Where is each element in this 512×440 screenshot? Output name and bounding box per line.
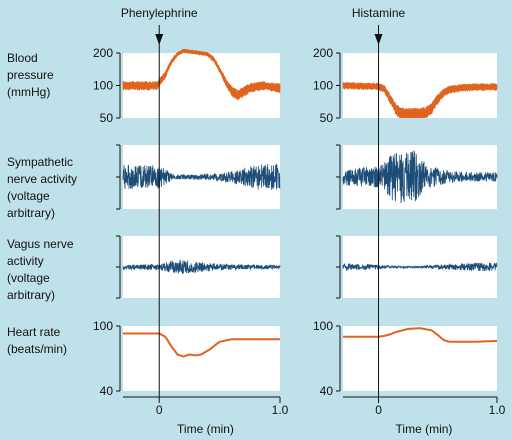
row-label-3-line-1: Vagus nerve (7, 237, 74, 251)
drug-label-histamine: Histamine (352, 6, 406, 20)
sympathetic-trace-histamine (342, 150, 498, 204)
time-tick-label-histamine-1.0: 1.0 (489, 403, 506, 417)
x-axis-label-histamine: Time (min) (396, 422, 453, 436)
row-label-2-line-2: nerve activity (7, 172, 77, 186)
row-label-3-line-3: (voltage (7, 271, 50, 285)
pressure-tick-label-phenylephrine-100: 100 (93, 79, 113, 93)
sympathetic-trace-phenylephrine (122, 164, 281, 190)
time-tick-label-phenylephrine-1.0: 1.0 (272, 403, 289, 417)
injection-arrow-phenylephrine (155, 34, 164, 45)
heart-rate-tick-label-histamine-100: 100 (313, 319, 333, 333)
row-label-4-line-1: Heart rate (7, 325, 61, 339)
time-tick-label-histamine-0: 0 (375, 403, 382, 417)
heart-rate-trace-phenylephrine (123, 332, 280, 358)
heart-rate-tick-label-histamine-40: 40 (320, 384, 334, 398)
row-label-1-line-1: Blood (7, 51, 38, 65)
vagus-trace-phenylephrine (122, 259, 281, 274)
row-label-1-line-2: pressure (7, 68, 54, 82)
row-label-3-line-4: arbitrary) (7, 288, 55, 302)
row-label-2-line-4: arbitrary) (7, 206, 55, 220)
row-label-4-line-2: (beats/min) (7, 342, 67, 356)
drug-label-phenylephrine: Phenylephrine (121, 6, 198, 20)
x-axis-label-phenylephrine: Time (min) (177, 422, 234, 436)
row-label-2-line-1: Sympathetic (7, 155, 73, 169)
heart-rate-tick-label-phenylephrine-100: 100 (93, 319, 113, 333)
panel-bg-phenylephrine-row4 (123, 326, 280, 391)
heart-rate-trace-histamine (343, 327, 498, 343)
row-label-1-line-3: (mmHg) (7, 85, 50, 99)
injection-arrow-histamine (374, 34, 383, 45)
pressure-tick-label-phenylephrine-50: 50 (100, 111, 114, 125)
pressure-tick-label-histamine-100: 100 (313, 79, 333, 93)
row-label-3-line-2: activity (7, 254, 44, 268)
pressure-tick-label-histamine-200: 200 (313, 46, 333, 60)
pressure-tick-label-phenylephrine-200: 200 (93, 46, 113, 60)
vagus-trace-histamine (342, 262, 498, 272)
blood-pressure-trace-histamine (342, 81, 498, 119)
heart-rate-tick-label-phenylephrine-40: 40 (100, 384, 114, 398)
blood-pressure-trace-phenylephrine (122, 48, 281, 101)
row-label-2-line-3: (voltage (7, 189, 50, 203)
time-tick-label-phenylephrine-0: 0 (156, 403, 163, 417)
pressure-tick-label-histamine-50: 50 (320, 111, 334, 125)
